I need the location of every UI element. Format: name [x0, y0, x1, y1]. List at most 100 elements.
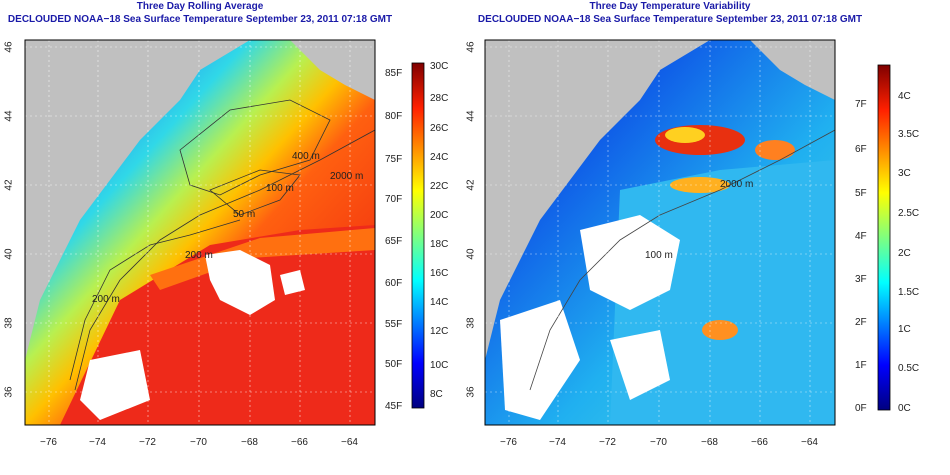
contour-label: 100 m	[266, 183, 294, 194]
contour-label: 2000 m	[720, 179, 754, 190]
colorbar-c-label: 10C	[430, 360, 449, 371]
colorbar-c-label: 20C	[430, 210, 449, 221]
lon-tick: −70	[650, 437, 667, 448]
colorbar-f-label: 5F	[855, 188, 867, 199]
colorbar-f-label: 75F	[385, 154, 403, 165]
colorbar-c-label: 26C	[430, 123, 449, 134]
colorbar-f-label: 0F	[855, 403, 867, 414]
cloud-gap-3	[610, 330, 670, 400]
colorbar-f-label: 65F	[385, 236, 403, 247]
colorbar-c-label: 30C	[430, 61, 449, 72]
colorbar-c-label: 28C	[430, 93, 449, 104]
right-map-title: Three Day Temperature Variability	[589, 1, 751, 12]
colorbar-c-label: 1.5C	[898, 287, 920, 298]
left-title-block: Three Day Rolling Average DECLOUDED NOAA…	[0, 0, 400, 26]
lat-tick: 40	[465, 248, 477, 260]
lon-tick: −66	[751, 437, 768, 448]
lon-tick: −76	[40, 437, 57, 448]
left-map-subtitle: DECLOUDED NOAA−18 Sea Surface Temperatur…	[7, 14, 393, 25]
gulf-stream-front	[150, 228, 375, 290]
colorbar-c-label: 2C	[898, 248, 911, 259]
lon-tick: −72	[599, 437, 616, 448]
colorbar-c-label: 3.5C	[898, 129, 920, 140]
sst-variability-map	[484, 39, 891, 426]
colorbar-c-label: 4C	[898, 91, 911, 102]
colorbar-f-label: 2F	[855, 317, 867, 328]
cloud-gap-2	[80, 350, 150, 420]
colorbar-c-label: 0C	[898, 403, 911, 414]
high-variability-spot	[755, 140, 795, 160]
left-map-title: Three Day Rolling Average	[136, 1, 264, 12]
colorbar-c-label: 22C	[430, 181, 449, 192]
colorbar-c-label: 3C	[898, 168, 911, 179]
colorbar-f-label: 60F	[385, 278, 403, 289]
colorbar-f-label: 1F	[855, 360, 867, 371]
land-mass-west	[485, 40, 710, 360]
colorbar-f-label: 80F	[385, 111, 403, 122]
contour-label: 400 m	[292, 151, 320, 162]
lon-tick: −64	[801, 437, 818, 448]
lon-tick: −72	[139, 437, 156, 448]
contour-100m	[209, 169, 301, 216]
contour-label: 200 m	[92, 294, 120, 305]
colorbar-c-label: 24C	[430, 152, 449, 163]
lat-tick: 42	[3, 179, 15, 191]
lat-tick: 36	[3, 386, 15, 398]
offshore-variability	[610, 160, 835, 425]
lon-tick: −74	[549, 437, 566, 448]
lat-tick: 40	[3, 248, 15, 260]
colorbar-c-label: 1C	[898, 324, 911, 335]
colorbar-f-label: 45F	[385, 401, 403, 412]
graticule	[25, 40, 375, 425]
colorbar-f-label: 70F	[385, 194, 403, 205]
lon-tick: −68	[241, 437, 258, 448]
sst-average-map	[24, 39, 425, 426]
contour-2000m	[529, 129, 835, 391]
colorbar-c-label: 2.5C	[898, 208, 920, 219]
lat-tick: 44	[465, 110, 477, 122]
right-title-block: Three Day Temperature Variability DECLOU…	[470, 0, 870, 26]
colorbar-f-label: 85F	[385, 68, 403, 79]
colorbar-c-label: 16C	[430, 268, 449, 279]
cloud-gap-1	[580, 215, 680, 310]
colorbar-f-label: 6F	[855, 144, 867, 155]
lon-tick: −64	[341, 437, 358, 448]
lat-tick: 42	[465, 179, 477, 191]
land-mass-west	[25, 40, 250, 360]
colorbar-f-label: 4F	[855, 231, 867, 242]
cloud-gap-3	[280, 270, 305, 295]
high-variability-spot	[665, 127, 705, 143]
lon-tick: −76	[500, 437, 517, 448]
lon-tick: −70	[190, 437, 207, 448]
contour-label: 2000 m	[330, 171, 364, 182]
cloud-gap-1	[205, 250, 275, 315]
contour-label: 200 m	[185, 250, 213, 261]
lat-tick: 46	[465, 41, 477, 53]
right-map-frame	[484, 39, 836, 426]
right-colorbar	[877, 64, 891, 411]
graticule	[485, 40, 835, 425]
right-map-subtitle: DECLOUDED NOAA−18 Sea Surface Temperatur…	[477, 14, 863, 25]
land-mass-north	[750, 40, 835, 100]
lat-tick: 44	[3, 110, 15, 122]
lon-tick: −68	[701, 437, 718, 448]
left-map-frame	[24, 39, 376, 426]
colorbar-c-label: 14C	[430, 297, 449, 308]
high-variability-spot	[702, 320, 738, 340]
colorbar-c-label: 0.5C	[898, 363, 920, 374]
land-mass-north	[290, 40, 375, 100]
lat-tick: 46	[3, 41, 15, 53]
right-map-panel: 2000 m 100 m 7F 6F 5F 4F 3F 2F 1F 0F 4C …	[465, 0, 950, 475]
left-colorbar	[411, 62, 425, 409]
lat-tick: 38	[3, 317, 15, 329]
left-map-panel: 400 m 100 m 2000 m 200 m 200 m 50 m 85F …	[0, 0, 470, 475]
colorbar-f-label: 55F	[385, 319, 403, 330]
contour-label: 50 m	[233, 209, 256, 220]
colorbar-f-label: 7F	[855, 99, 867, 110]
lat-tick: 38	[465, 317, 477, 329]
contour-label: 100 m	[645, 250, 673, 261]
colorbar-f-label: 3F	[855, 274, 867, 285]
lon-tick: −66	[291, 437, 308, 448]
colorbar-c-label: 18C	[430, 239, 449, 250]
colorbar-c-label: 8C	[430, 389, 443, 400]
